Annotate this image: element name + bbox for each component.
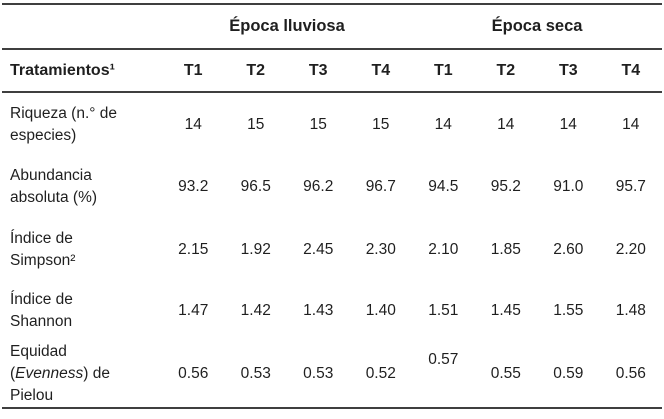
row-label-text: Riqueza (n.° de especies) (10, 104, 118, 144)
column-header-t4-lluviosa: T4 (349, 49, 413, 93)
cell-value: 2.45 (303, 240, 334, 258)
row-label-text: Índice de Simpson² (10, 229, 76, 269)
row-label-text: Equidad (Evenness) de Pielou (10, 341, 128, 406)
label-part-prefix: Equidad ( (10, 343, 67, 383)
cell-value: 1.92 (240, 240, 271, 258)
cell-value: 0.59 (553, 365, 584, 382)
season-header-seca: Época seca (412, 4, 663, 50)
cell-value: 2.60 (553, 240, 584, 258)
cell-value: 96.7 (365, 178, 396, 195)
cell-value: 14 (184, 115, 202, 133)
cell-value: 1.51 (428, 302, 459, 319)
table-row-simpson: Índice de Simpson² 2.15 1.92 2.45 2.30 2… (2, 218, 662, 281)
cell-value: 1.55 (553, 302, 584, 319)
season-header-row: Época lluviosa Época seca (2, 4, 663, 50)
table-row-abundancia: Abundancia absoluta (%) 93.2 96.5 96.2 9… (2, 156, 662, 218)
column-header-t2-lluviosa: T2 (224, 49, 287, 93)
row-label-riqueza: Riqueza (n.° de especies) (2, 92, 162, 156)
corner-cell (2, 4, 162, 50)
row-label-shannon: Índice de Shannon (2, 281, 162, 341)
cell-value: 1.47 (178, 302, 209, 319)
cell-value: 2.15 (178, 240, 209, 258)
table-row-riqueza: Riqueza (n.° de especies) 14 15 15 15 14… (2, 92, 662, 156)
cell-value: 2.10 (428, 240, 459, 258)
cell-value: 96.5 (240, 178, 271, 195)
row-label-abundancia: Abundancia absoluta (%) (2, 156, 162, 218)
column-header-t3-seca: T3 (537, 49, 600, 93)
cell-value: 2.20 (615, 240, 646, 258)
column-header-t2-seca: T2 (474, 49, 538, 93)
cell-value: 1.42 (240, 302, 271, 319)
cell-value: 15 (372, 115, 390, 133)
table-row-equidad: Equidad (Evenness) de Pielou 0.56 0.53 0… (2, 341, 662, 408)
column-header-t1-lluviosa: T1 (162, 49, 225, 93)
cell-value: 1.85 (490, 240, 521, 258)
cell-value: 94.5 (428, 178, 459, 195)
row-label-text: Abundancia absoluta (%) (10, 167, 98, 206)
cell-value: 14 (497, 115, 515, 133)
label-part-suffix: ) de Pielou (10, 365, 110, 404)
treatments-header: Tratamientos¹ (2, 49, 162, 93)
row-label-simpson: Índice de Simpson² (2, 218, 162, 281)
row-label-equidad: Equidad (Evenness) de Pielou (2, 341, 162, 408)
cell-value: 15 (309, 115, 327, 133)
cell-value: 91.0 (553, 178, 584, 195)
cell-value: 15 (247, 115, 265, 133)
treatments-header-row: Tratamientos¹ T1 T2 T3 T4 T1 T2 T3 T4 (2, 49, 663, 93)
cell-value: 1.43 (303, 302, 334, 319)
row-label-text: Índice de Shannon (10, 291, 73, 330)
cell-value: 0.56 (178, 365, 209, 382)
cell-value-raised: 0.57 (412, 341, 475, 408)
season-header-lluviosa: Época lluviosa (162, 4, 413, 50)
cell-value: 1.48 (615, 302, 646, 319)
cell-value: 93.2 (178, 178, 209, 195)
cell-value: 96.2 (303, 178, 334, 195)
cell-value: 2.30 (365, 240, 396, 258)
cell-value: 14 (559, 115, 577, 133)
column-header-t1-seca: T1 (412, 49, 475, 93)
cell-value: 1.40 (365, 302, 396, 319)
raised-value: 0.57 (428, 351, 459, 368)
cell-value: 0.56 (615, 365, 646, 382)
column-header-t4-seca: T4 (599, 49, 663, 93)
cell-value: 95.2 (490, 178, 521, 195)
cell-value: 95.7 (615, 178, 646, 195)
table-row-shannon: Índice de Shannon 1.47 1.42 1.43 1.40 1.… (2, 281, 662, 341)
cell-value: 0.53 (240, 365, 271, 382)
cell-value: 0.52 (365, 365, 396, 382)
cell-value: 0.55 (490, 365, 521, 382)
diversity-indices-table: Época lluviosa Época seca Tratamientos¹ … (2, 3, 663, 409)
label-part-italic: Evenness (15, 365, 84, 383)
cell-value: 14 (434, 115, 452, 133)
cell-value: 14 (622, 115, 640, 133)
cell-value: 0.53 (303, 365, 334, 382)
column-header-t3-lluviosa: T3 (287, 49, 350, 93)
cell-value: 1.45 (490, 302, 521, 319)
